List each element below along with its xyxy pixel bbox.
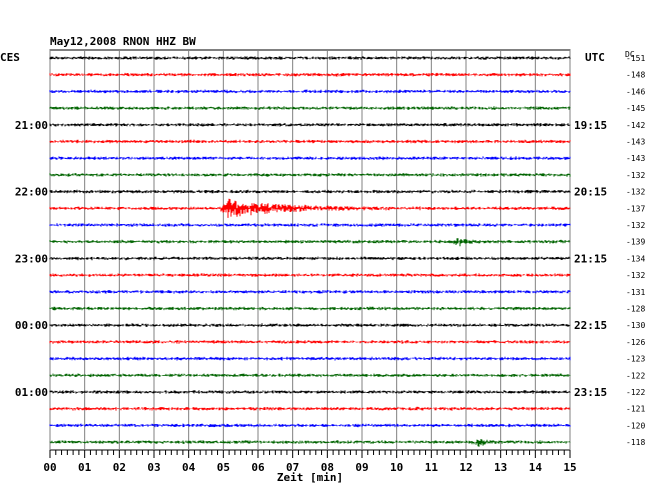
trace-offset-label: -122 — [626, 371, 645, 380]
left-timezone-label: CES — [0, 51, 20, 64]
x-tick-label: 08 — [321, 461, 334, 474]
seismic-trace — [49, 238, 571, 247]
trace-offset-label: -123 — [626, 355, 645, 364]
x-tick-label: 09 — [355, 461, 368, 474]
trace-offset-label: -132 — [626, 271, 645, 280]
x-tick-label: 12 — [459, 461, 472, 474]
x-axis-label: Zeit [min] — [277, 471, 343, 484]
x-tick-label: 07 — [286, 461, 299, 474]
x-tick-label: 13 — [494, 461, 507, 474]
trace-offset-label: -137 — [626, 204, 645, 213]
x-tick-label: 02 — [113, 461, 126, 474]
chart-labels: 00 01 02 03 04 05 06 07 08 09 10 11 12 13 14 15 21:00 22:… — [15, 54, 646, 474]
seismic-trace — [49, 373, 571, 378]
x-tick-label: 00 — [43, 461, 56, 474]
seismic-trace — [49, 356, 571, 361]
trace-offset-label: -126 — [626, 338, 645, 347]
seismic-trace — [49, 323, 571, 328]
seismic-trace — [49, 198, 571, 218]
trace-offset-label: -143 — [626, 138, 645, 147]
trace-offset-label: -131 — [626, 288, 645, 297]
trace-offset-label: -132 — [626, 188, 645, 197]
seismic-trace — [49, 123, 571, 127]
trace-offset-label: -134 — [626, 254, 645, 263]
right-time-label: 21:15 — [574, 252, 607, 265]
trace-offset-label: -118 — [626, 438, 645, 447]
trace-offset-label: -132 — [626, 171, 645, 180]
right-time-label: 19:15 — [574, 119, 607, 132]
x-tick-label: 01 — [78, 461, 92, 474]
offset-header: DC — [625, 50, 635, 59]
trace-offset-label: -145 — [626, 104, 645, 113]
trace-offset-label: -132 — [626, 221, 645, 230]
x-tick-label: 04 — [182, 461, 196, 474]
seismic-trace — [49, 390, 571, 394]
left-time-label: 21:00 — [15, 119, 48, 132]
trace-offset-label: -146 — [626, 87, 645, 96]
left-time-label: 00:00 — [15, 319, 48, 332]
left-time-label: 22:00 — [15, 186, 48, 199]
right-time-label: 20:15 — [574, 186, 607, 199]
seismic-traces — [49, 56, 571, 447]
trace-offset-label: -130 — [626, 321, 645, 330]
x-tick-label: 05 — [217, 461, 230, 474]
seismic-trace — [49, 56, 571, 60]
chart-title: May12,2008 RNON HHZ BW — [50, 35, 196, 48]
seismic-trace — [49, 256, 571, 261]
seismic-trace — [49, 290, 571, 294]
trace-offset-label: -128 — [626, 305, 645, 314]
seismic-trace — [49, 340, 571, 344]
plot-frame — [49, 49, 571, 451]
trace-offset-label: -121 — [626, 405, 645, 414]
seismic-trace — [49, 223, 571, 227]
x-tick-label: 03 — [147, 461, 160, 474]
x-tick-label: 15 — [563, 461, 576, 474]
seismic-trace — [49, 273, 571, 277]
left-time-label: 01:00 — [15, 386, 48, 399]
seismic-trace — [49, 156, 571, 161]
trace-offset-label: -151 — [626, 54, 645, 63]
right-time-label: 23:15 — [574, 386, 607, 399]
seismic-trace — [49, 189, 571, 194]
trace-offset-label: -142 — [626, 121, 645, 130]
trace-offset-label: -148 — [626, 71, 645, 80]
seismic-trace — [49, 72, 571, 77]
seismic-trace — [49, 139, 571, 144]
x-tick-label: 14 — [529, 461, 543, 474]
seismic-trace — [49, 173, 571, 177]
left-time-label: 23:00 — [15, 252, 48, 265]
trace-offset-label: -139 — [626, 238, 645, 247]
seismic-trace — [49, 439, 571, 447]
seismic-trace — [49, 306, 571, 311]
trace-offset-label: -122 — [626, 388, 645, 397]
x-tick-label: 10 — [390, 461, 403, 474]
trace-offset-label: -120 — [626, 421, 645, 430]
trace-offset-label: -143 — [626, 154, 645, 163]
seismic-trace — [49, 423, 571, 428]
right-timezone-label: UTC — [585, 51, 605, 64]
chart-grid — [49, 49, 571, 458]
seismic-trace — [49, 406, 571, 411]
x-tick-label: 06 — [251, 461, 265, 474]
seismic-trace — [49, 89, 571, 94]
seismic-trace — [49, 106, 571, 110]
x-tick-label: 11 — [425, 461, 439, 474]
right-time-label: 22:15 — [574, 319, 607, 332]
